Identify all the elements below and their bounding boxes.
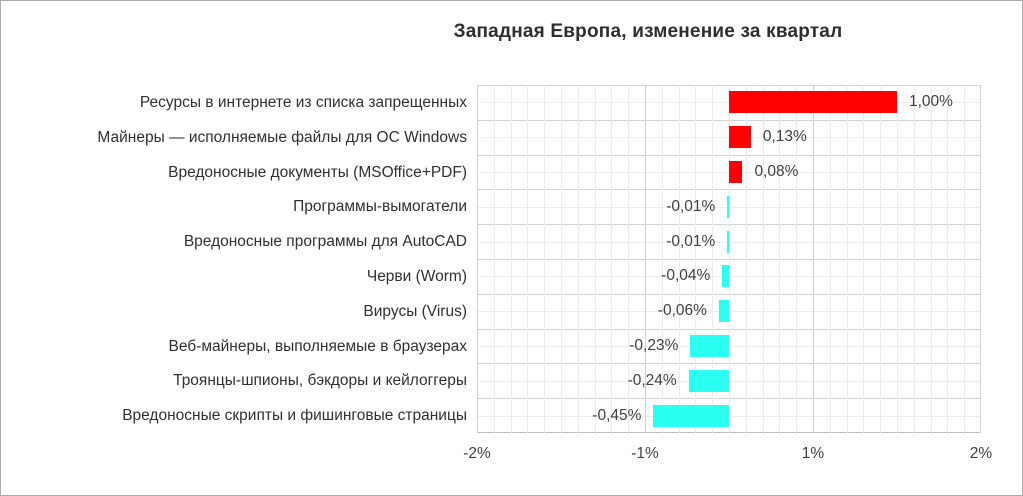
gridline-vertical-minor xyxy=(729,85,730,433)
bar-value-label: -0,23% xyxy=(629,337,679,354)
gridline-vertical-minor xyxy=(544,85,545,433)
category-label: Черви (Worm) xyxy=(366,268,467,285)
gridline-vertical-minor xyxy=(947,85,948,433)
gridline-vertical-minor xyxy=(578,85,579,433)
gridline-vertical-minor xyxy=(763,85,764,433)
gridline-vertical-minor xyxy=(880,85,881,433)
gridline-vertical-major xyxy=(645,85,646,433)
bar-negative xyxy=(727,196,729,218)
bar-value-label: -0,06% xyxy=(657,302,707,319)
bar-value-label: 0,08% xyxy=(754,163,799,180)
chart-title: Западная Европа, изменение за квартал xyxy=(453,21,843,42)
bar-positive xyxy=(729,91,897,113)
x-axis-tick-label: 2% xyxy=(969,445,993,462)
bar-value-label: -0,04% xyxy=(661,267,711,284)
bar-value-label: -0,45% xyxy=(592,407,642,424)
gridline-vertical-minor xyxy=(779,85,780,433)
category-label: Майнеры — исполняемые файлы для ОС Windo… xyxy=(97,129,467,146)
bar-value-label: -0,01% xyxy=(666,233,716,250)
bar-positive xyxy=(729,161,743,183)
gridline-vertical-minor xyxy=(863,85,864,433)
gridline-vertical-minor xyxy=(527,85,528,433)
category-label: Ресурсы в интернете из списка запрещенны… xyxy=(139,94,467,111)
category-label: Вредоносные скрипты и фишинговые страниц… xyxy=(122,407,467,424)
bar-negative xyxy=(718,300,729,322)
gridline-vertical-minor xyxy=(796,85,797,433)
gridline-vertical-minor xyxy=(695,85,696,433)
category-label: Троянцы-шпионы, бэкдоры и кейлоггеры xyxy=(173,372,467,389)
bar-value-label: 1,00% xyxy=(909,93,953,110)
x-axis-tick-label: 1% xyxy=(801,445,825,462)
gridline-vertical-minor xyxy=(847,85,848,433)
gridline-vertical-minor xyxy=(931,85,932,433)
gridline-vertical-major xyxy=(813,85,814,433)
bar-negative xyxy=(688,370,729,392)
gridline-vertical-minor xyxy=(746,85,747,433)
x-axis-tick-label: -2% xyxy=(463,445,491,462)
bar-value-label: -0,24% xyxy=(627,372,677,389)
gridline-vertical-minor xyxy=(830,85,831,433)
gridline-vertical-minor xyxy=(964,85,965,433)
category-label: Вирусы (Virus) xyxy=(363,303,467,320)
gridline-vertical-minor xyxy=(712,85,713,433)
gridline-vertical-minor xyxy=(679,85,680,433)
gridline-vertical-minor xyxy=(511,85,512,433)
gridline-vertical-minor xyxy=(561,85,562,433)
bar-negative xyxy=(722,265,729,287)
gridline-vertical-minor xyxy=(595,85,596,433)
gridline-vertical-minor xyxy=(662,85,663,433)
bar-negative xyxy=(653,405,729,427)
gridline-vertical-major xyxy=(980,85,981,433)
x-axis-tick-label: -1% xyxy=(631,445,659,462)
gridline-vertical-minor xyxy=(628,85,629,433)
category-label: Программы-вымогатели xyxy=(293,198,467,215)
gridline-vertical-minor xyxy=(897,85,898,433)
bar-positive xyxy=(729,126,751,148)
category-label: Веб-майнеры, выполняемые в браузерах xyxy=(168,338,467,355)
plot-area: 1,00% 0,13% 0,08% -0,01% -0,01% -0,04% -0,06% -… xyxy=(477,85,981,433)
bar-value-label: -0,01% xyxy=(666,198,716,215)
category-label: Вредоносные программы для AutoCAD xyxy=(183,233,467,250)
gridline-vertical-major xyxy=(477,85,478,433)
gridline-vertical-minor xyxy=(494,85,495,433)
bar-negative xyxy=(690,335,729,357)
bar-negative xyxy=(727,231,729,253)
gridline-vertical-minor xyxy=(914,85,915,433)
gridline-vertical-minor xyxy=(611,85,612,433)
category-label: Вредоносные документы (MSOffice+PDF) xyxy=(168,164,467,181)
bar-value-label: 0,13% xyxy=(762,128,807,145)
